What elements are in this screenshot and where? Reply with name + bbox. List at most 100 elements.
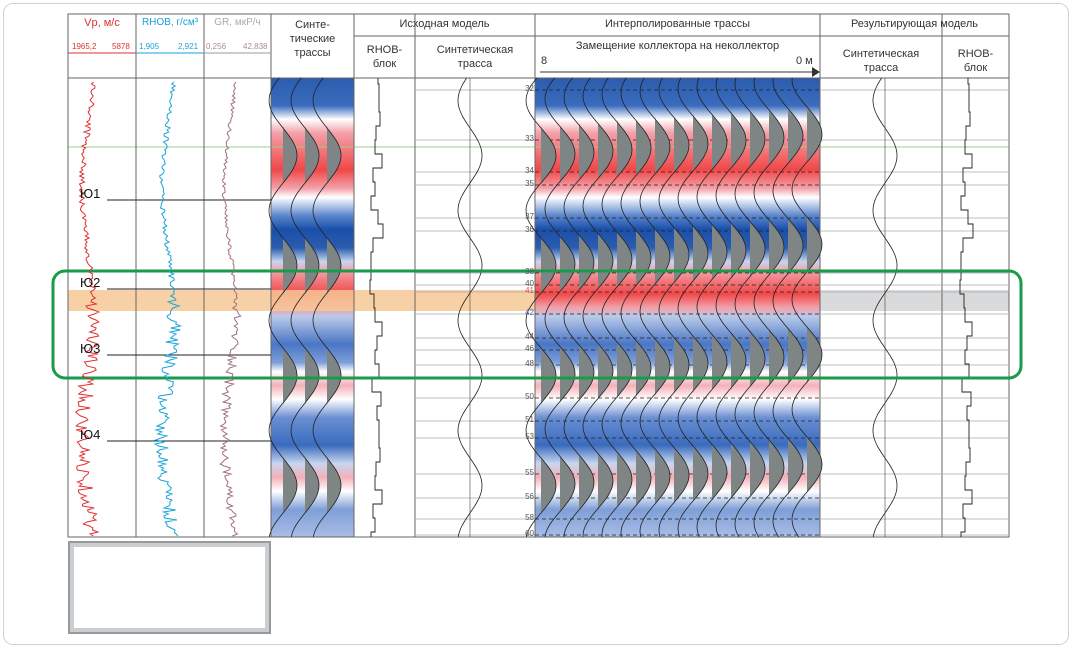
header-line: Синтетическая (436, 44, 514, 56)
trace-fill (750, 78, 765, 537)
header-line: RHOB- (957, 48, 994, 60)
depth-mark: 51 (525, 415, 534, 424)
seismic-trace (753, 77, 785, 538)
rhob-log-label: RHOB, г/см³ (141, 17, 199, 28)
seismic-trace (312, 77, 342, 538)
trace-fill (636, 78, 651, 537)
gr-log-curve (219, 81, 242, 537)
horizon-label: Ю4 (80, 427, 101, 442)
seismic-trace (677, 77, 709, 538)
vp-log-label: Vp, м/с (84, 17, 120, 29)
depth-mark: 34 (525, 166, 534, 175)
seismic-trace (582, 77, 614, 538)
seismic-trace (734, 77, 766, 538)
initial-model-header: Исходная модель (399, 18, 490, 30)
header-line: трасса (863, 62, 899, 74)
seismic-trace (639, 77, 671, 538)
scale-start: 8 (541, 55, 548, 67)
depth-mark: 44 (525, 332, 534, 341)
result-model-header: Результирующая модель (850, 18, 979, 30)
header-line: блок (372, 58, 397, 70)
depth-mark: 46 (525, 344, 534, 353)
header-line: тические (289, 33, 336, 45)
horizon-label: Ю3 (80, 341, 101, 356)
seismic-trace (791, 77, 823, 538)
result-reservoir-band (820, 290, 1009, 311)
trace-fill (788, 78, 803, 537)
header-line: трасса (457, 58, 493, 70)
gr-log-label: GR, мкР/ч (214, 17, 261, 28)
trace-fill (283, 78, 297, 537)
trace-fill (712, 78, 727, 537)
rhob-block-header: RHOB-блок (354, 43, 415, 71)
arrow-icon (812, 67, 820, 77)
depth-mark: 50 (525, 392, 534, 401)
replacement-header: Замещение коллектора на неколлектор (575, 40, 780, 52)
header-line: RHOB- (366, 44, 403, 56)
horizon-label: Ю2 (80, 275, 101, 290)
figure-frame (3, 3, 1069, 645)
rhob-log-curve (153, 81, 183, 537)
depth-mark: 37 (525, 212, 534, 221)
depth-mark: 48 (525, 359, 534, 368)
header-line: Синте- (295, 19, 330, 31)
seismic-trace (696, 77, 728, 538)
rhob-max: 2,921 (178, 42, 199, 51)
gr-max: 42,838 (243, 42, 268, 51)
trace-fill (674, 78, 689, 537)
depth-mark: 32 (525, 84, 534, 93)
depth-mark: 33 (525, 134, 534, 143)
depth-mark: 36 (525, 225, 534, 234)
seismic-trace (290, 77, 320, 538)
trace-fill (579, 78, 594, 537)
seismic-trace (715, 77, 747, 538)
trace-fill (541, 78, 556, 537)
depth-mark: 53 (525, 432, 534, 441)
depth-mark: 35 (525, 179, 534, 188)
seismic-trace (872, 77, 898, 538)
seismic-trace (544, 77, 576, 538)
result-rhob-block-header: RHOB-блок (942, 47, 1009, 75)
seismic-trace (563, 77, 595, 538)
rhob-block-curve (959, 78, 974, 537)
trace-fill (598, 78, 613, 537)
depth-mark: 41 (525, 286, 534, 295)
trace-fill (305, 78, 319, 537)
depth-mark: 55 (525, 468, 534, 477)
trace-fill (327, 78, 341, 537)
header-line: трассы (294, 47, 331, 59)
trace-fill (731, 78, 746, 537)
inset-panel (68, 541, 271, 634)
trace-fill (769, 78, 784, 537)
depth-mark: 58 (525, 513, 534, 522)
trace-fill (655, 78, 670, 537)
trace-fill (807, 78, 822, 537)
seismic-trace (658, 77, 690, 538)
synthetic-trace-header: Синтетическая трасса (415, 43, 535, 71)
highlight-box (51, 269, 1023, 380)
depth-mark: 60 (525, 529, 534, 538)
header-line: блок (963, 62, 988, 74)
gr-min: 0,256 (206, 42, 227, 51)
interpolated-header: Интерполированные трассы (604, 18, 750, 30)
depth-mark: 38 (525, 267, 534, 276)
vp-min: 1965,2 (72, 42, 97, 51)
horizon-label: Ю1 (80, 186, 101, 201)
seismic-trace (772, 77, 804, 538)
header-line: Синтетическая (842, 48, 920, 60)
rhob-block-curve (369, 78, 384, 537)
seismic-trace (601, 77, 633, 538)
result-synthetic-trace-header: Синтетическая трасса (820, 47, 942, 75)
vp-log-curve (74, 81, 101, 537)
seismic-trace (525, 77, 557, 538)
seismic-trace (268, 77, 298, 538)
scale-end: 0 м (796, 55, 813, 67)
seismic-trace (620, 77, 652, 538)
rhob-min: 1,905 (139, 42, 160, 51)
reservoir-band (68, 290, 535, 311)
trace-fill (693, 78, 708, 537)
synthetic-traces-header: Синте-тические трассы (271, 18, 354, 60)
vp-max: 5878 (112, 42, 130, 51)
depth-mark: 42 (525, 308, 534, 317)
